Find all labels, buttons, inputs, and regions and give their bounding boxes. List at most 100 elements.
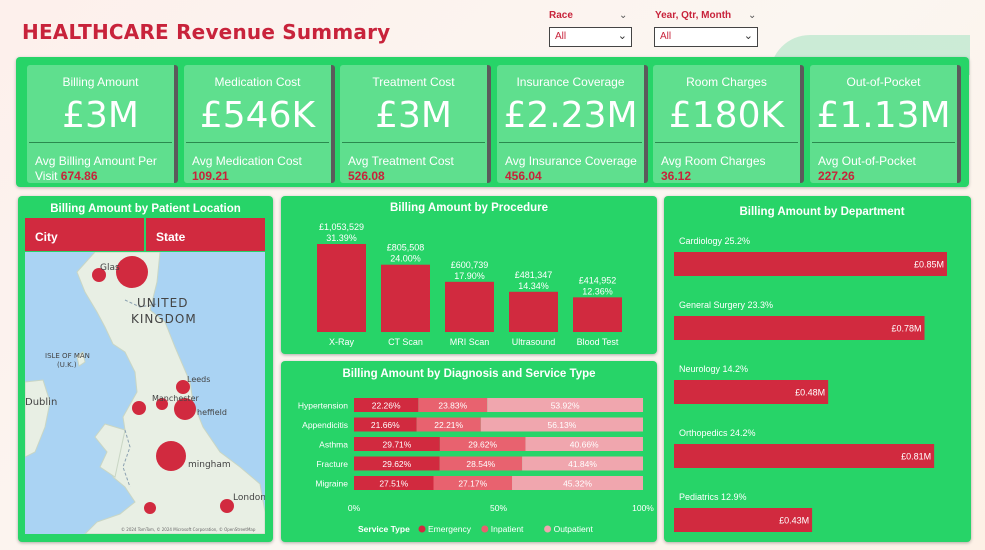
kpi-name: Treatment Cost bbox=[372, 75, 455, 89]
department-chart-panel: Billing Amount by Department Cardiology 2… bbox=[664, 196, 971, 542]
dropdown-arrow-icon: ⌄ bbox=[743, 30, 753, 42]
x-tick-label: Ultrasound bbox=[512, 337, 556, 347]
kpi-card-insurance[interactable]: Insurance Coverage £2.23M Avg Insurance … bbox=[497, 65, 648, 183]
segment-label: 28.54% bbox=[466, 459, 495, 469]
isle-of-man bbox=[76, 351, 86, 367]
category-label: Neurology 14.2% bbox=[679, 364, 748, 374]
kpi-value: £1.13M bbox=[816, 95, 951, 136]
kpi-sub: Avg Insurance Coverage 456.04 bbox=[505, 154, 640, 184]
date-slicer[interactable]: Year, Qtr, Month ⌄ All ⌄ bbox=[654, 10, 758, 47]
x-tick-label: 0% bbox=[348, 503, 361, 513]
bubble-liverpool bbox=[132, 401, 146, 415]
segment-label: 21.66% bbox=[371, 420, 400, 430]
data-label-value: £481,347 bbox=[515, 270, 553, 280]
map-label-manchester: Manchester bbox=[152, 394, 199, 403]
segment-label: 41.84% bbox=[568, 459, 597, 469]
map-credit: © 2024 TomTom, © 2024 Microsoft Corporat… bbox=[121, 527, 256, 532]
diagnosis-chart-panel: Billing Amount by Diagnosis and Service … bbox=[281, 361, 657, 542]
segment-inpatient bbox=[416, 417, 481, 432]
kpi-band: Billing Amount £3M Avg Billing Amount Pe… bbox=[16, 57, 969, 187]
kpi-sub: Avg Treatment Cost 526.08 bbox=[348, 154, 483, 184]
y-tick-label: Migraine bbox=[315, 479, 348, 489]
kpi-sub-value: 36.12 bbox=[661, 169, 692, 183]
race-dropdown[interactable]: All ⌄ bbox=[549, 27, 632, 47]
segment-outpatient bbox=[525, 437, 643, 451]
legend-label-outpatient: Outpatient bbox=[554, 524, 594, 534]
kpi-sub-label: Avg Medication Cost bbox=[192, 154, 302, 168]
legend-marker-emergency bbox=[418, 525, 426, 533]
map-tab-city[interactable]: City bbox=[25, 218, 144, 251]
x-tick-label: CT Scan bbox=[388, 337, 423, 347]
kpi-card-room[interactable]: Room Charges £180K Avg Room Charges 36.12 bbox=[653, 65, 804, 183]
bar-blood-test bbox=[573, 297, 622, 332]
chart-title: Billing Amount by Department bbox=[739, 206, 904, 218]
chevron-down-icon[interactable]: ⌄ bbox=[748, 10, 757, 21]
data-label-pct: 12.36% bbox=[582, 286, 613, 296]
legend-label-inpatient: Inpatient bbox=[491, 524, 524, 534]
segment-label: 29.71% bbox=[383, 440, 412, 450]
kpi-sub-value: 109.21 bbox=[192, 169, 229, 183]
x-tick-label: Blood Test bbox=[577, 337, 619, 347]
kpi-sub-value: 526.08 bbox=[348, 169, 385, 183]
kpi-value: £3M bbox=[375, 95, 452, 136]
kpi-sub-label: Avg Out-of-Pocket bbox=[818, 154, 916, 168]
segment-label: 27.17% bbox=[458, 479, 487, 489]
data-label-value: £0.78M bbox=[891, 324, 921, 334]
segment-label: 45.32% bbox=[563, 479, 592, 489]
kpi-divider bbox=[812, 142, 955, 143]
bubble-london bbox=[220, 499, 234, 513]
dropdown-arrow-icon: ⌄ bbox=[617, 30, 627, 42]
procedure-chart-panel: Billing Amount by Procedure £1,053,529 31.… bbox=[281, 196, 657, 354]
segment-emergency bbox=[354, 417, 417, 432]
data-label-pct: 17.90% bbox=[454, 271, 485, 281]
chevron-down-icon[interactable]: ⌄ bbox=[619, 10, 628, 21]
uk-map[interactable]: UNITED KINGDOM ISLE OF MAN (U.K.) Dublin… bbox=[25, 252, 265, 534]
bar-ct-scan bbox=[381, 264, 430, 332]
kpi-value: £546K bbox=[199, 95, 316, 136]
kpi-card-treatment[interactable]: Treatment Cost £3M Avg Treatment Cost 526… bbox=[340, 65, 491, 183]
data-label-value: £0.85M bbox=[914, 260, 944, 270]
kpi-sub: Avg Billing Amount Per Visit 674.86 bbox=[35, 154, 170, 184]
kpi-card-medication[interactable]: Medication Cost £546K Avg Medication Cos… bbox=[184, 65, 335, 183]
segment-inpatient bbox=[433, 476, 513, 490]
bubble-leeds bbox=[176, 380, 190, 394]
data-label-pct: 24.00% bbox=[390, 254, 421, 264]
map-tab-state[interactable]: State bbox=[146, 218, 265, 251]
map-label-birmingham: mingham bbox=[188, 460, 231, 470]
data-label-value: £0.81M bbox=[901, 452, 931, 462]
uk-map-svg bbox=[25, 252, 265, 534]
chart-title: Billing Amount by Diagnosis and Service … bbox=[342, 368, 595, 380]
data-label-pct: 31.39% bbox=[326, 233, 357, 243]
segment-inpatient bbox=[418, 398, 488, 412]
department-chart: Billing Amount by Department Cardiology 2… bbox=[674, 206, 947, 532]
map-label-uk: UNITED bbox=[137, 296, 189, 310]
x-tick-label: 50% bbox=[490, 503, 507, 513]
map-label-uk-short: (U.K.) bbox=[57, 361, 77, 369]
bar-mri-scan bbox=[445, 281, 494, 332]
kpi-divider bbox=[342, 142, 485, 143]
segment-label: 29.62% bbox=[468, 440, 497, 450]
date-dropdown[interactable]: All ⌄ bbox=[654, 27, 758, 47]
data-label-value: £805,508 bbox=[387, 243, 425, 253]
data-label-value: £600,739 bbox=[451, 260, 489, 270]
map-label-dublin: Dublin bbox=[25, 397, 58, 408]
ireland-land bbox=[25, 379, 51, 458]
location-map-panel: Billing Amount by Patient Location City … bbox=[18, 196, 273, 542]
bubble-south-west bbox=[144, 502, 156, 514]
great-britain-land bbox=[76, 252, 265, 534]
page-title: HEALTHCARE Revenue Summary bbox=[22, 20, 391, 44]
kpi-sub-label: Avg Insurance Coverage bbox=[505, 154, 637, 168]
y-tick-label: Appendicitis bbox=[302, 420, 348, 430]
kpi-card-out-of-pocket[interactable]: Out-of-Pocket £1.13M Avg Out-of-Pocket 22… bbox=[810, 65, 961, 183]
kpi-divider bbox=[29, 142, 172, 143]
bubble-west-scotland bbox=[92, 268, 106, 282]
race-slicer[interactable]: Race ⌄ All ⌄ bbox=[549, 10, 632, 47]
segment-inpatient bbox=[439, 437, 526, 451]
kpi-name: Billing Amount bbox=[62, 75, 139, 89]
data-label-value: £414,952 bbox=[579, 275, 617, 285]
bubble-sheffield bbox=[174, 398, 196, 420]
kpi-card-billing[interactable]: Billing Amount £3M Avg Billing Amount Pe… bbox=[27, 65, 178, 183]
x-tick-label: 100% bbox=[632, 503, 654, 513]
segment-emergency bbox=[354, 398, 419, 412]
segment-label: 53.92% bbox=[551, 401, 580, 411]
